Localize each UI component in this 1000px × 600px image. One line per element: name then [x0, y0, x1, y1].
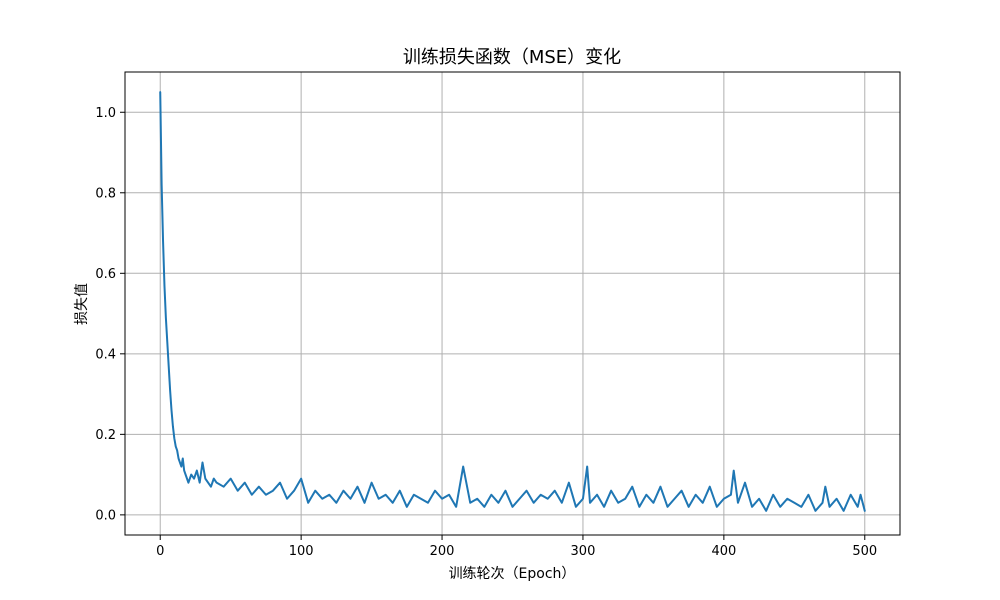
y-tick-label: 0.4 [95, 347, 116, 362]
x-tick-label: 200 [430, 544, 455, 559]
x-tick-label: 400 [711, 544, 736, 559]
x-tick-label: 500 [852, 544, 877, 559]
y-tick-label: 0.6 [95, 267, 116, 282]
x-axis-label: 训练轮次（Epoch） [449, 566, 576, 582]
loss-series-line [159, 91, 866, 512]
x-axis: 0 100 200 300 400 500 [156, 535, 877, 559]
grid [125, 72, 900, 535]
series-layer [159, 91, 866, 512]
y-tick-label: 0.2 [95, 428, 116, 443]
chart-title: 训练损失函数（MSE）变化 [403, 47, 621, 68]
y-tick-label: 0.8 [95, 186, 116, 201]
plot-frame [124, 71, 901, 536]
x-tick-label: 0 [156, 544, 164, 559]
y-tick-label: 0.0 [95, 508, 116, 523]
x-tick-label: 300 [571, 544, 596, 559]
y-tick-label: 1.0 [95, 106, 116, 121]
y-axis-label: 损失值 [74, 283, 90, 325]
y-axis: 0.0 0.2 0.4 0.6 0.8 1.0 [95, 106, 125, 523]
x-tick-label: 100 [289, 544, 314, 559]
